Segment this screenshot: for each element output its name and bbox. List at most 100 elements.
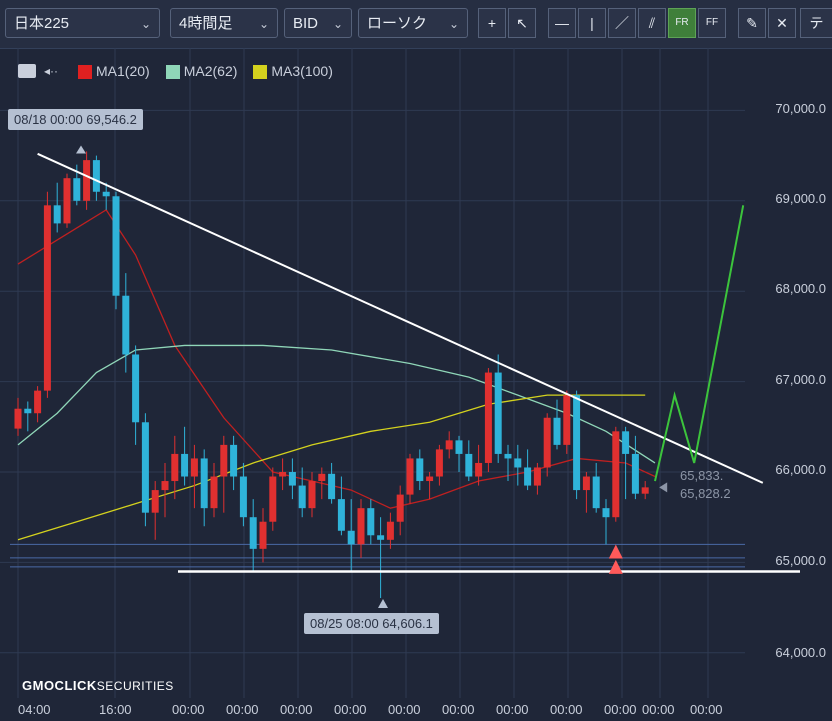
x-tick-label: 00:00 (550, 702, 583, 717)
chart-type-label: ローソク (367, 15, 428, 32)
candle-body (484, 372, 492, 463)
chart-type-select[interactable]: ローソク ⌄ (358, 8, 468, 38)
candle-body (377, 535, 385, 540)
chevron-down-icon: ⌄ (140, 17, 151, 31)
signal-marker-icon (608, 559, 623, 574)
horizontal-line-icon: — (555, 15, 569, 31)
ma3-swatch (253, 65, 268, 80)
candle-body (14, 408, 22, 429)
ma2-swatch (165, 65, 180, 80)
x-tick-label: 00:00 (172, 702, 205, 717)
legend-ma1: MA1(20) (78, 63, 150, 80)
eraser-tool-button[interactable]: ✎ (738, 8, 766, 38)
x-tick-label: 00:00 (280, 702, 313, 717)
candle-body (337, 499, 345, 531)
legend-ma2: MA2(62) (165, 63, 237, 80)
y-tick-label: 66,000.0 (775, 462, 826, 477)
candle-body (122, 295, 130, 355)
candle-body (230, 444, 238, 477)
channel-icon: ⫽ (648, 15, 656, 31)
candle-body (181, 453, 189, 477)
candle-body (416, 458, 424, 482)
candle-body (171, 453, 179, 482)
last-value-2: 65,828.2 (680, 486, 731, 501)
x-tick-label: 00:00 (690, 702, 723, 717)
candle-body (63, 178, 71, 224)
logo-sub: SECURITIES (96, 679, 174, 693)
candle-body (190, 458, 198, 477)
delete-icon: ✕ (776, 15, 788, 31)
vertical-line-icon: | (590, 15, 594, 31)
fibonacci-fan-button[interactable]: FF (698, 8, 726, 38)
low-annotation: 08/25 08:00 64,606.1 (304, 613, 439, 634)
vline-tool-button[interactable]: | (578, 8, 606, 38)
candle-body (514, 458, 522, 468)
price-type-label: BID (293, 15, 319, 32)
timeframe-select[interactable]: 4時間足 ⌄ (170, 8, 278, 38)
collapse-arrow-icon[interactable]: ◂·· (44, 64, 59, 78)
hline-tool-button[interactable]: — (548, 8, 576, 38)
candle-body (43, 205, 51, 391)
candle-body (357, 508, 365, 545)
candle-body (200, 458, 208, 509)
candle-body (298, 485, 306, 509)
candle-body (83, 160, 91, 201)
more-tools-button[interactable]: テ (800, 8, 832, 38)
resistance-trendline (37, 152, 764, 484)
comment-icon[interactable] (18, 64, 36, 78)
toolbar: 日本225 ⌄ 4時間足 ⌄ BID ⌄ ローソク ⌄ + ↖ — | ／ ⫽ FR F… (0, 0, 832, 49)
projection-line (654, 205, 745, 482)
candle-body (132, 354, 140, 423)
candle-body (622, 431, 630, 454)
candle-body (53, 205, 61, 224)
candle-body (553, 417, 561, 445)
high-pointer-icon (76, 145, 86, 154)
candle-body (249, 517, 257, 549)
ma1-swatch (78, 65, 93, 80)
x-tick-label: 00:00 (642, 702, 675, 717)
delete-all-button[interactable]: ✕ (768, 8, 796, 38)
trendline-tool-button[interactable]: ／ (608, 8, 636, 38)
x-tick-label: 00:00 (334, 702, 367, 717)
y-tick-label: 69,000.0 (775, 191, 826, 206)
candle-body (288, 472, 296, 486)
y-tick-label: 68,000.0 (775, 281, 826, 296)
current-price-marker-icon (659, 482, 668, 493)
symbol-select[interactable]: 日本225 ⌄ (5, 8, 160, 38)
more-label: テ (809, 15, 824, 31)
candle-body (73, 178, 81, 201)
x-tick-label: 00:00 (604, 702, 637, 717)
y-tick-label: 70,000.0 (775, 101, 826, 116)
candle-body (141, 422, 149, 513)
pointer-tool-button[interactable]: ↖ (508, 8, 536, 38)
candle-body (279, 472, 287, 477)
candle-body (563, 395, 571, 445)
price-type-select[interactable]: BID ⌄ (284, 8, 352, 38)
fibonacci-retracement-button[interactable]: FR (668, 8, 696, 38)
candle-body (347, 530, 355, 545)
x-tick-label: 00:00 (388, 702, 421, 717)
x-tick-label: 00:00 (226, 702, 259, 717)
candle-body (504, 453, 512, 459)
candle-body (220, 444, 228, 477)
candle-body (524, 467, 532, 486)
x-tick-label: 00:00 (442, 702, 475, 717)
fibonacci-icon: FR (675, 17, 689, 28)
candle-body (455, 440, 463, 454)
signal-marker-icon (608, 544, 623, 559)
logo-main: GMOCLICK (22, 678, 97, 693)
channel-tool-button[interactable]: ⫽ (638, 8, 666, 38)
candle-body (269, 476, 277, 522)
crosshair-tool-button[interactable]: + (478, 8, 506, 38)
candle-body (151, 490, 159, 513)
x-tick-label: 16:00 (99, 702, 132, 717)
candle-body (102, 191, 110, 197)
candle-body (631, 453, 639, 494)
candle-body (641, 487, 649, 494)
symbol-label: 日本225 (14, 15, 70, 32)
legend-ma3-label: MA3(100) (271, 62, 333, 79)
candle-body (602, 508, 610, 518)
candle-body (34, 390, 42, 414)
candle-body (161, 481, 169, 491)
candlestick-chart[interactable] (0, 48, 832, 721)
